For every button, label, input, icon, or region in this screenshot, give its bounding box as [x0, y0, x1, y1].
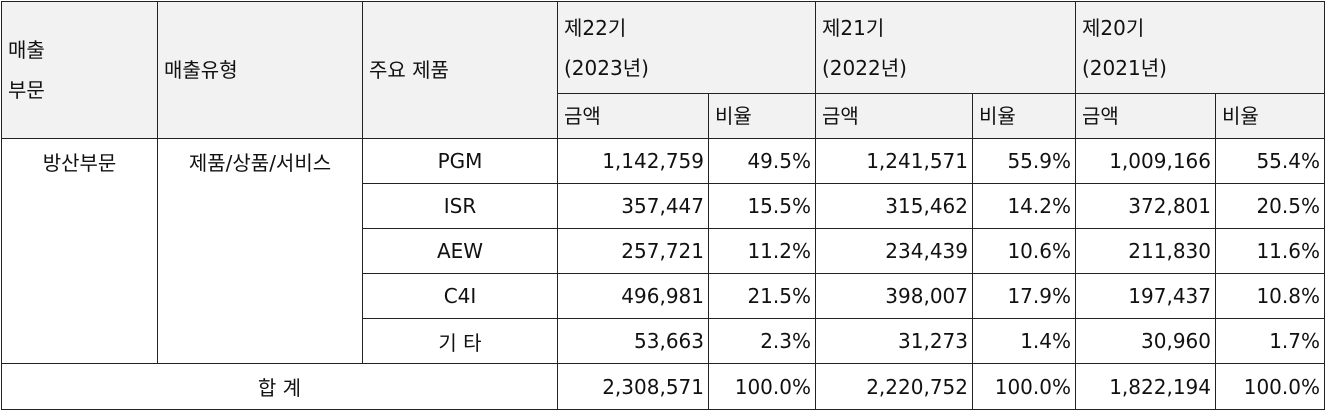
table-cell: 234,439 [815, 228, 973, 274]
table-cell: 30,960 [1075, 318, 1216, 364]
table-cell: 합 계 [1, 363, 558, 410]
table-cell: 55.9% [972, 138, 1076, 184]
table-cell: 357,447 [557, 183, 709, 229]
table-cell: 17.9% [972, 273, 1076, 319]
table-cell: 55.4% [1215, 138, 1325, 184]
table-cell: 14.2% [972, 183, 1076, 229]
header-cell: 주요 제품 [362, 1, 558, 139]
table-cell: C4I [362, 273, 558, 319]
table-row: AEW 257,721 11.2% 234,439 10.6% 211,830 11.6% [2, 228, 1325, 274]
header-cell: 금액 [815, 93, 973, 139]
table-cell: 2,308,571 [557, 363, 709, 410]
header-cell: 비율 [708, 93, 816, 139]
table-cell: 100.0% [972, 363, 1076, 410]
header-cell: 제21기 (2022년) [815, 1, 1076, 94]
header-cell: 매출 부문 [1, 1, 158, 139]
table-cell: 21.5% [708, 273, 816, 319]
table-cell: 1.4% [972, 318, 1076, 364]
table-row: C4I 496,981 21.5% 398,007 17.9% 197,437 10.8% [2, 273, 1325, 319]
table-cell: 방산부문 [1, 138, 158, 364]
table-cell: 11.2% [708, 228, 816, 274]
table-cell: 53,663 [557, 318, 709, 364]
table-cell: 100.0% [708, 363, 816, 410]
table-cell: 49.5% [708, 138, 816, 184]
table-cell: 257,721 [557, 228, 709, 274]
table-cell: 1,241,571 [815, 138, 973, 184]
table-cell: 31,273 [815, 318, 973, 364]
table-cell: ISR [362, 183, 558, 229]
table-cell: 496,981 [557, 273, 709, 319]
table-cell: 1,009,166 [1075, 138, 1216, 184]
table-cell: 2,220,752 [815, 363, 973, 410]
table-row: 방산부문 제품/상품/서비스 PGM 1,142,759 49.5% 1,241,571 5… [1, 138, 1325, 364]
table-cell: 197,437 [1075, 273, 1216, 319]
header-row: 금액 비율 금액 비율 금액 비율 [2, 93, 1325, 139]
header-cell: 금액 [1075, 93, 1216, 139]
table-cell: 15.5% [708, 183, 816, 229]
table-cell: 10.8% [1215, 273, 1325, 319]
header-cell: 비율 [972, 93, 1076, 139]
table-cell: 기 타 [362, 318, 558, 364]
table-row: ISR 357,447 15.5% 315,462 14.2% 372,801 20.5% [2, 183, 1325, 229]
table-cell: 372,801 [1075, 183, 1216, 229]
table-cell: 10.6% [972, 228, 1076, 274]
table-cell: 398,007 [815, 273, 973, 319]
table-cell: 211,830 [1075, 228, 1216, 274]
header-cell: 제22기 (2023년) [557, 1, 816, 94]
table-cell: 11.6% [1215, 228, 1325, 274]
table-cell: 1.7% [1215, 318, 1325, 364]
table-cell: 100.0% [1215, 363, 1325, 410]
table-cell: 20.5% [1215, 183, 1325, 229]
table-cell: 1,822,194 [1075, 363, 1216, 410]
table-cell: 제품/상품/서비스 [157, 138, 363, 364]
table-cell: 315,462 [815, 183, 973, 229]
header-cell: 비율 [1215, 93, 1325, 139]
table-cell: 1,142,759 [557, 138, 709, 184]
table-cell: PGM [362, 138, 558, 184]
table-cell: 2.3% [708, 318, 816, 364]
header-cell: 매출유형 [157, 1, 363, 139]
table-cell: AEW [362, 228, 558, 274]
header-row: 매출 부문 매출유형 주요 제품 제22기 (2023년) 제21기 (2022… [1, 1, 1325, 139]
table-row: 합 계 2,308,571 100.0% 2,220,752 100.0% 1,822,1… [1, 363, 1325, 410]
header-cell: 제20기 (2021년) [1075, 1, 1325, 94]
header-cell: 금액 [557, 93, 709, 139]
